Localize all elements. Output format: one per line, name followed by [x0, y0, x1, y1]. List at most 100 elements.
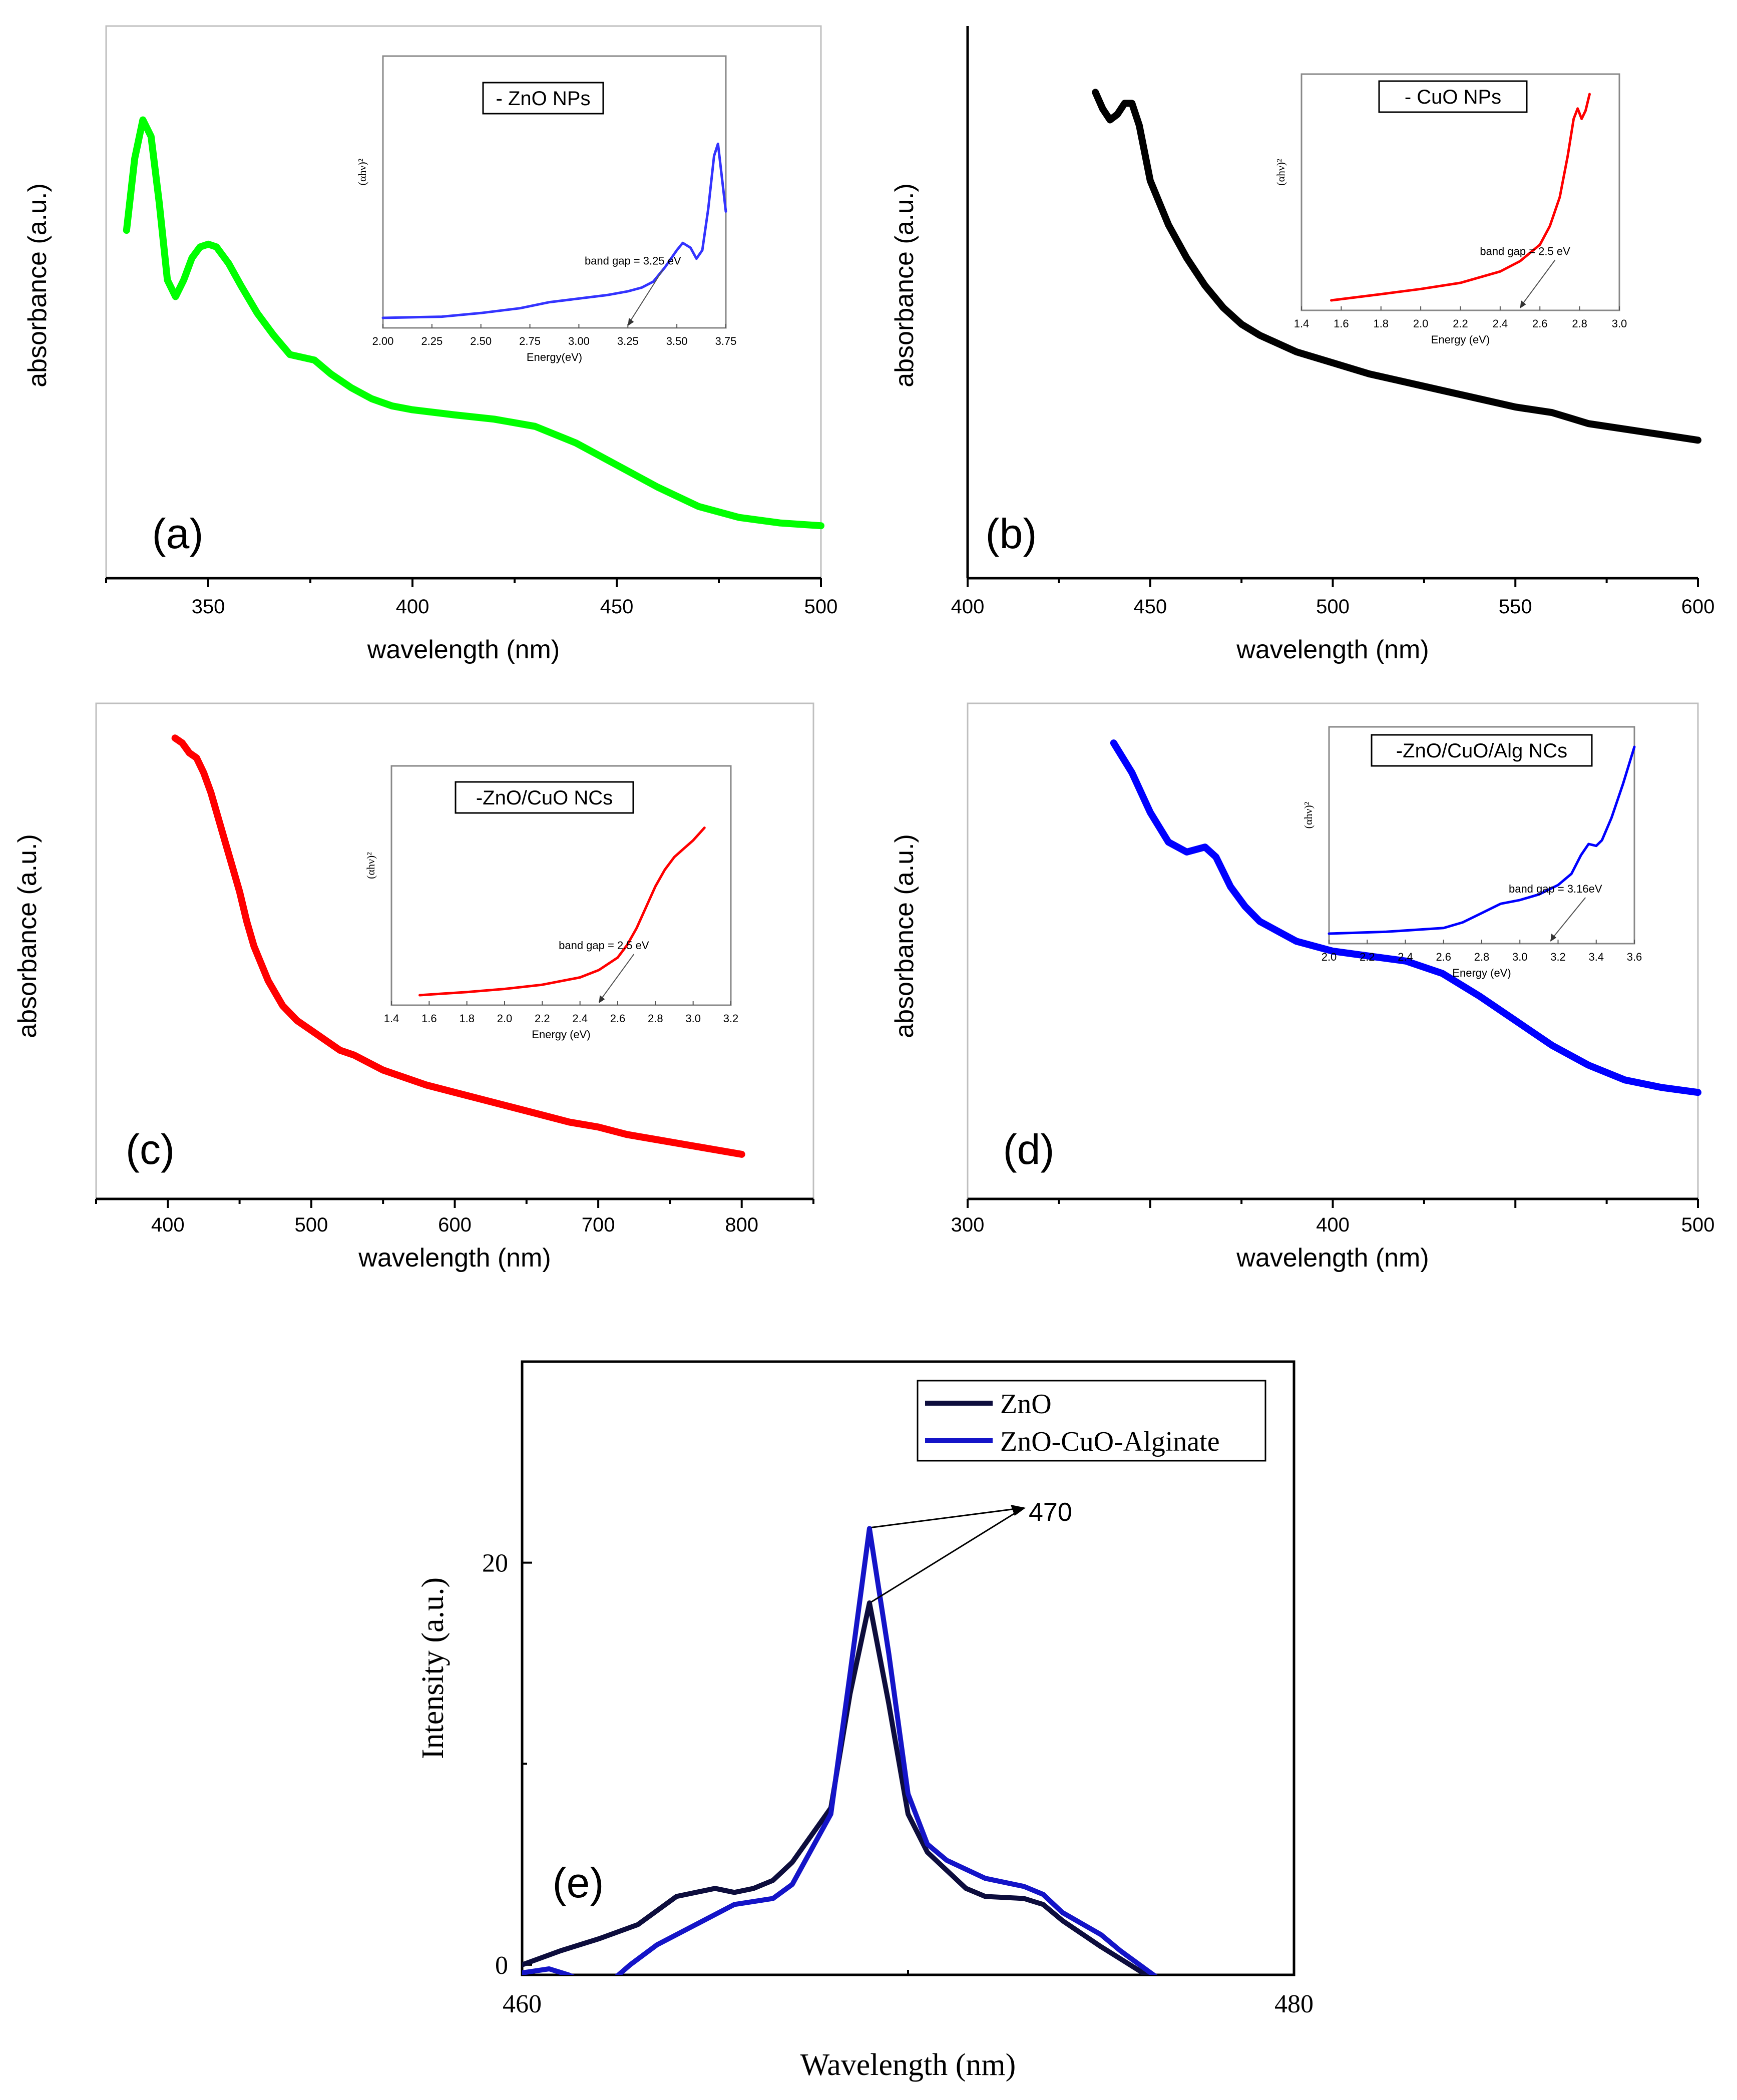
inset-frame: [1300, 73, 1620, 311]
inset-series-line: [418, 826, 706, 997]
inset-x-axis-label: Energy (eV): [1431, 333, 1490, 346]
inset-x-tick-label: 3.75: [715, 335, 737, 347]
x-axis-label: wavelength (nm): [1236, 635, 1429, 664]
inset-chart: 2.0 2.2 2.4 2.6 2.8 3.0 3.2 3.4 3.6 Energy (eV) (α…: [1302, 726, 1642, 979]
inset-series-line: [1328, 745, 1636, 935]
inset-x-tick-label: 1.4: [384, 1012, 399, 1025]
inset-legend-box: [1371, 734, 1593, 767]
x-tick-label: 400: [951, 596, 985, 618]
inset-band-gap-label: band gap = 2.5 eV: [559, 939, 649, 952]
main-series-line: [1110, 739, 1701, 1096]
inset-band-gap-label: band gap = 3.16eV: [1509, 883, 1602, 895]
inset-x-tick-label: 2.8: [648, 1012, 663, 1025]
inset-y-axis-label: (αhν)²: [1302, 801, 1315, 828]
inset-band-gap-label: band gap = 3.25 eV: [585, 255, 681, 267]
inset-legend-text: -ZnO/CuO NCs: [476, 787, 613, 809]
main-series-line: [171, 734, 745, 1158]
inset-y-axis-label: (αhν)²: [356, 158, 368, 185]
legend-box: [917, 1380, 1266, 1462]
series-line-zno: [522, 1600, 1150, 1975]
inset-x-tick-label: 3.0: [1512, 951, 1528, 963]
panel-label: (c): [126, 1126, 175, 1173]
inset-x-tick-label: 2.0: [1413, 317, 1429, 330]
peak-arrowhead: [1011, 1505, 1026, 1516]
y-tick-label: 20: [482, 1549, 508, 1578]
panel-e: 460 480 0 20 Wavelength (nm) Intensity (a.u.)…: [416, 1360, 1314, 2082]
x-tick-label: 350: [192, 596, 225, 618]
legend-label: ZnO-CuO-Alginate: [1000, 1426, 1220, 1457]
x-tick-label: 600: [1681, 596, 1715, 618]
inset-x-tick-label: 2.4: [1398, 951, 1413, 963]
x-tick-label: 400: [396, 596, 429, 618]
inset-x-tick-label: 3.2: [1550, 951, 1566, 963]
inset-legend-box: [1378, 80, 1528, 113]
inset-x-tick-label: 2.6: [610, 1012, 626, 1025]
inset-x-tick-label: 3.0: [1612, 317, 1627, 330]
legend-label: ZnO: [1000, 1389, 1052, 1420]
inset-x-tick-label: 2.6: [1532, 317, 1548, 330]
inset-y-axis-label: (αhν)²: [364, 852, 377, 879]
panel-d: 300 400 500 wavelength (nm) absorbance (a.u.…: [890, 702, 1714, 1273]
panel-label: (b): [986, 510, 1037, 557]
inset-x-tick-label: 2.2: [535, 1012, 550, 1025]
y-axis-label: Intensity (a.u.): [416, 1577, 450, 1759]
inset-legend-box: [482, 82, 604, 115]
inset-x-tick-label: 3.00: [568, 335, 590, 347]
inset-x-axis-label: Energy(eV): [527, 351, 582, 363]
band-gap-arrow: [1550, 897, 1586, 941]
x-tick-label: 300: [951, 1214, 985, 1236]
y-tick-label: 0: [495, 1951, 508, 1980]
x-axis-label: wavelength (nm): [358, 1243, 551, 1273]
inset-legend-box: [455, 781, 634, 814]
inset-x-tick-label: 3.25: [617, 335, 639, 347]
main-series-line: [1092, 89, 1701, 444]
inset-x-tick-label: 3.0: [685, 1012, 701, 1025]
inset-x-axis-label: Energy (eV): [1452, 967, 1511, 979]
band-gap-arrowhead: [628, 318, 634, 326]
inset-x-axis-label: Energy (eV): [532, 1028, 590, 1041]
x-tick-label: 550: [1499, 596, 1532, 618]
peak-arrow: [871, 1507, 1024, 1528]
inset-legend-text: - CuO NPs: [1405, 86, 1501, 108]
inset-x-tick-label: 2.8: [1474, 951, 1490, 963]
y-axis-label: absorbance (a.u.): [23, 183, 52, 387]
inset-x-tick-label: 1.6: [1334, 317, 1349, 330]
x-tick-label: 800: [725, 1214, 758, 1236]
inset-x-tick-label: 2.8: [1572, 317, 1587, 330]
inset-x-tick-label: 2.0: [497, 1012, 513, 1025]
inset-x-tick-label: 2.75: [519, 335, 541, 347]
inset-legend-text: -ZnO/CuO/Alg NCs: [1396, 740, 1567, 762]
x-tick-label: 500: [295, 1214, 328, 1236]
panel-b: 400 450 500 550 600 wavelength (nm) absorbance…: [890, 26, 1714, 664]
y-axis-label: absorbance (a.u.): [890, 834, 919, 1038]
inset-x-tick-label: 3.2: [723, 1012, 739, 1025]
inset-x-tick-label: 2.2: [1360, 951, 1375, 963]
band-gap-arrow: [598, 954, 635, 1003]
inset-x-tick-label: 1.4: [1294, 317, 1310, 330]
x-tick-label: 450: [1133, 596, 1167, 618]
x-tick-label: 400: [151, 1214, 185, 1236]
inset-series-line: [1330, 93, 1591, 302]
panel-label: (d): [1003, 1126, 1055, 1173]
x-tick-label: 700: [582, 1214, 615, 1236]
x-tick-label: 600: [438, 1214, 472, 1236]
inset-chart: 1.4 1.6 1.8 2.0 2.2 2.4 2.6 2.8 3.0 Energy (eV) (α…: [1274, 73, 1627, 346]
inset-x-tick-label: 1.6: [421, 1012, 437, 1025]
band-gap-arrowhead: [599, 995, 605, 1003]
inset-x-tick-label: 3.6: [1627, 951, 1642, 963]
inset-x-tick-label: 1.8: [459, 1012, 475, 1025]
inset-x-tick-label: 2.00: [372, 335, 394, 347]
panel-c: 400 500 600 700 800 wavelength (nm) absorbance…: [13, 702, 814, 1273]
band-gap-arrowhead: [1550, 934, 1557, 942]
inset-x-tick-label: 2.4: [572, 1012, 588, 1025]
inset-x-tick-label: 3.4: [1588, 951, 1604, 963]
inset-series-line: [381, 142, 727, 319]
inset-y-axis-label: (αhν)²: [1274, 159, 1287, 186]
series-line-zno-cuo-alginate: [522, 1526, 1158, 1975]
inset-x-tick-label: 2.6: [1436, 951, 1451, 963]
panel-label: (a): [152, 510, 204, 557]
inset-chart: 1.4 1.6 1.8 2.0 2.2 2.4 2.6 2.8 3.0 3.2 Energy (eV…: [364, 765, 739, 1041]
band-gap-arrow: [1519, 259, 1556, 308]
main-series-line: [123, 116, 824, 530]
